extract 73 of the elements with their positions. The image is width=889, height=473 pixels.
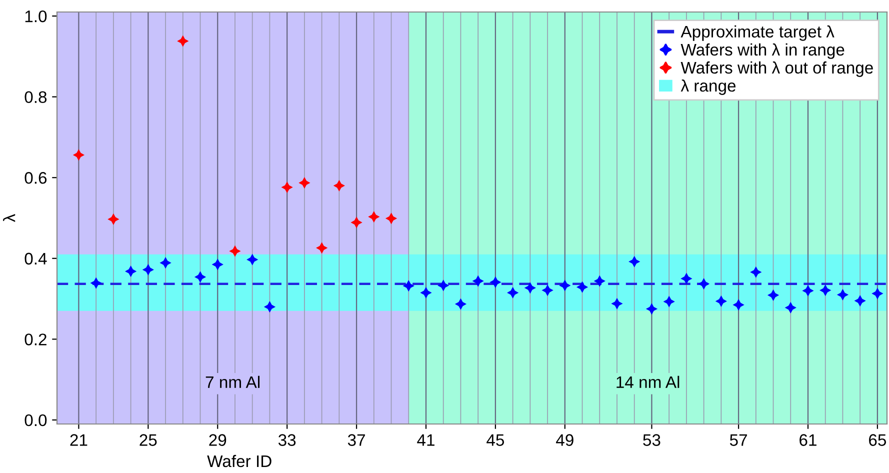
point bbox=[368, 210, 380, 223]
point bbox=[108, 213, 120, 226]
point bbox=[264, 301, 276, 313]
point bbox=[298, 177, 310, 189]
point bbox=[715, 295, 727, 308]
y-tick-label: 0.2 bbox=[24, 334, 46, 346]
point bbox=[646, 303, 658, 315]
point bbox=[802, 284, 814, 297]
legend-label: Wafers with λ out of range bbox=[680, 61, 873, 77]
point bbox=[680, 272, 692, 284]
point bbox=[160, 257, 172, 269]
y-tick-label: 0.4 bbox=[24, 252, 47, 265]
point bbox=[732, 299, 744, 311]
y-tick-label: 0.0 bbox=[24, 414, 47, 426]
x-tick-label: 33 bbox=[278, 434, 296, 446]
point bbox=[350, 216, 362, 228]
x-tick-label: 53 bbox=[643, 434, 660, 446]
point bbox=[872, 288, 884, 300]
x-axis-title: Wafer ID bbox=[207, 454, 272, 468]
point bbox=[559, 280, 571, 292]
point bbox=[767, 289, 780, 301]
point bbox=[385, 212, 398, 224]
point bbox=[472, 275, 484, 287]
x-tick-label: 61 bbox=[800, 434, 816, 446]
x-tick-label: 57 bbox=[730, 434, 747, 446]
x-tick-label: 41 bbox=[417, 434, 434, 446]
point bbox=[90, 277, 102, 289]
point bbox=[820, 284, 832, 296]
point bbox=[836, 288, 849, 301]
y-tick-label: 0.8 bbox=[24, 91, 47, 104]
point bbox=[663, 296, 675, 308]
x-tick-label: 29 bbox=[209, 434, 226, 446]
legend-label: Wafers with λ in range bbox=[680, 43, 844, 59]
point bbox=[281, 181, 293, 194]
point bbox=[420, 286, 432, 299]
point bbox=[784, 302, 796, 314]
point bbox=[490, 276, 502, 288]
point bbox=[750, 266, 762, 278]
x-tick-label: 37 bbox=[348, 434, 365, 446]
point bbox=[454, 298, 467, 310]
y-tick-label: 1.0 bbox=[25, 10, 47, 22]
point bbox=[594, 275, 606, 287]
point bbox=[524, 282, 536, 294]
legend-label: Approximate target λ bbox=[680, 25, 834, 41]
x-tick-label: 49 bbox=[556, 434, 574, 446]
point bbox=[72, 149, 85, 161]
annotation: 14 nm Al bbox=[616, 376, 680, 388]
point bbox=[506, 286, 519, 299]
point bbox=[542, 284, 554, 296]
point bbox=[124, 266, 137, 278]
annotation: 7 nm Al bbox=[206, 376, 260, 388]
point bbox=[333, 180, 345, 192]
point bbox=[316, 242, 328, 254]
point bbox=[438, 280, 450, 292]
x-tick-label: 21 bbox=[70, 434, 88, 446]
point bbox=[611, 298, 623, 310]
y-axis-title: λ bbox=[3, 214, 16, 222]
point bbox=[246, 254, 258, 266]
y-tick-label: 0.6 bbox=[24, 172, 47, 184]
legend-label: λ range bbox=[680, 79, 736, 95]
point bbox=[576, 281, 588, 293]
point bbox=[402, 280, 414, 292]
point bbox=[177, 35, 189, 47]
point bbox=[142, 264, 154, 276]
point bbox=[194, 271, 206, 283]
point bbox=[628, 256, 640, 268]
point bbox=[212, 258, 224, 270]
point bbox=[698, 278, 710, 290]
x-tick-label: 45 bbox=[486, 434, 504, 446]
point bbox=[854, 294, 866, 307]
x-tick-label: 25 bbox=[140, 434, 157, 446]
x-tick-label: 65 bbox=[869, 434, 886, 446]
point bbox=[229, 245, 241, 257]
